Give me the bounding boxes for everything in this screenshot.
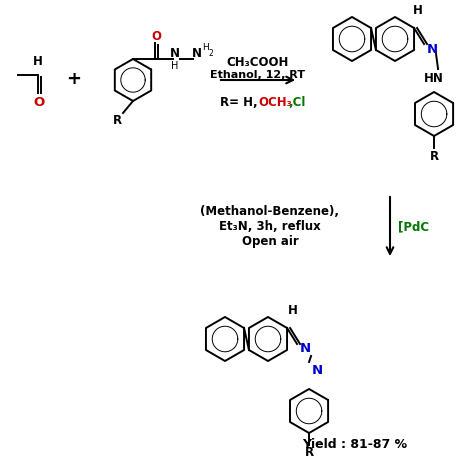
Text: +: +	[66, 70, 82, 88]
Text: H: H	[202, 43, 210, 52]
Text: H: H	[288, 303, 298, 317]
Text: 2: 2	[209, 48, 213, 57]
Text: ,Cl: ,Cl	[288, 95, 305, 109]
Text: CH₃COOH: CH₃COOH	[227, 55, 289, 69]
Text: OCH₃: OCH₃	[258, 95, 292, 109]
Text: N: N	[311, 364, 323, 376]
Text: Yield : 81-87 %: Yield : 81-87 %	[302, 438, 408, 450]
Text: N: N	[192, 46, 202, 60]
Text: R: R	[112, 113, 121, 127]
Text: Ethanol, 12, RT: Ethanol, 12, RT	[210, 70, 306, 80]
Text: Open air: Open air	[242, 235, 298, 248]
Text: Et₃N, 3h, reflux: Et₃N, 3h, reflux	[219, 220, 321, 233]
Text: N: N	[427, 43, 438, 55]
Text: O: O	[33, 95, 45, 109]
Text: HN: HN	[424, 72, 444, 84]
Text: O: O	[151, 29, 161, 43]
Text: H: H	[171, 61, 179, 71]
Text: R: R	[429, 149, 438, 163]
Text: (Methanol-Benzene),: (Methanol-Benzene),	[201, 205, 339, 218]
Text: N: N	[300, 341, 310, 355]
Text: [PdC: [PdC	[398, 220, 429, 233]
Text: H: H	[33, 55, 43, 67]
Text: H: H	[413, 3, 423, 17]
Text: R: R	[304, 447, 314, 459]
Text: R= H,: R= H,	[220, 95, 262, 109]
Text: N: N	[170, 46, 180, 60]
